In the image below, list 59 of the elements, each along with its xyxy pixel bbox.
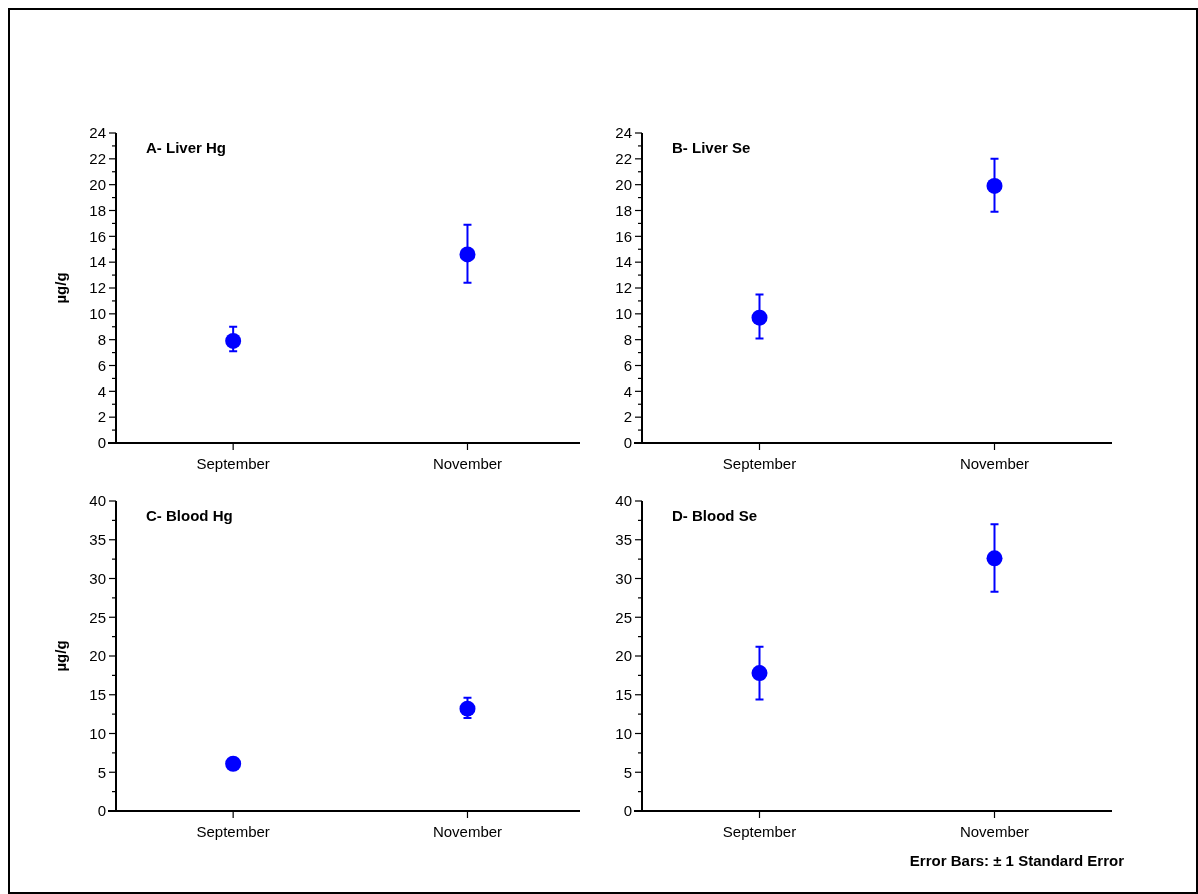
y-tick-label: 10 (89, 724, 106, 742)
y-tick-label: 6 (623, 356, 632, 374)
y-tick-label: 12 (615, 279, 632, 297)
x-tick-label: September (722, 455, 797, 472)
y-tick-label: 25 (89, 608, 106, 626)
y-tick-label: 10 (615, 305, 632, 323)
y-tick-label: 2 (623, 408, 632, 426)
chart-title: D- Blood Se (672, 507, 757, 524)
y-tick-label: 0 (97, 802, 106, 820)
y-tick-label: 20 (615, 647, 632, 665)
y-axis-title: µg/g (52, 640, 69, 672)
y-tick-label: 22 (615, 150, 632, 168)
y-tick-label: 8 (97, 330, 106, 348)
y-tick-label: 25 (615, 608, 632, 626)
y-tick-label: 22 (89, 150, 106, 168)
x-tick-label: November (959, 455, 1030, 472)
y-tick-label: 24 (89, 124, 106, 142)
y-tick-label: 4 (97, 382, 106, 400)
y-tick-label: 18 (615, 201, 632, 219)
y-tick-label: 0 (97, 434, 106, 452)
y-tick-label: 15 (615, 686, 632, 703)
y-tick-label: 14 (615, 253, 632, 271)
y-tick-label: 4 (623, 382, 632, 400)
y-tick-label: 20 (615, 175, 632, 193)
y-tick-label: 14 (89, 253, 106, 271)
y-tick-label: 16 (89, 227, 106, 245)
y-tick-label: 16 (615, 227, 632, 245)
y-tick-label: 20 (89, 175, 106, 193)
x-tick-label: September (196, 455, 270, 472)
y-tick-label: 30 (89, 569, 106, 587)
y-tick-label: 35 (89, 531, 106, 548)
y-tick-label: 30 (615, 569, 632, 587)
y-tick-label: 10 (89, 305, 106, 323)
y-tick-label: 12 (89, 279, 106, 297)
y-tick-label: 5 (97, 763, 106, 781)
chart-title: A- Liver Hg (146, 139, 227, 156)
y-tick-label: 40 (615, 492, 632, 510)
chart-title: C- Blood Hg (146, 507, 233, 524)
y-tick-label: 0 (623, 802, 632, 820)
x-tick-label: November (432, 455, 503, 472)
y-tick-label: 0 (623, 434, 632, 452)
y-tick-label: 5 (623, 763, 632, 781)
y-tick-label: 15 (89, 686, 106, 703)
y-tick-label: 24 (615, 124, 632, 142)
y-axis-title: µg/g (52, 272, 69, 304)
y-tick-label: 35 (615, 531, 632, 548)
y-tick-label: 8 (623, 330, 632, 348)
x-tick-label: September (722, 823, 797, 840)
x-tick-label: September (196, 823, 270, 840)
y-tick-label: 2 (97, 408, 106, 426)
y-tick-label: 40 (89, 492, 106, 510)
x-tick-label: November (432, 823, 503, 840)
text: Error Bars: ± 1 Standard Error (909, 852, 1125, 869)
x-tick-label: November (959, 823, 1030, 840)
y-tick-label: 10 (615, 724, 632, 742)
y-tick-label: 20 (89, 647, 106, 665)
y-tick-label: 18 (89, 201, 106, 219)
chart-title: B- Liver Se (672, 139, 751, 156)
y-tick-label: 6 (97, 356, 106, 374)
